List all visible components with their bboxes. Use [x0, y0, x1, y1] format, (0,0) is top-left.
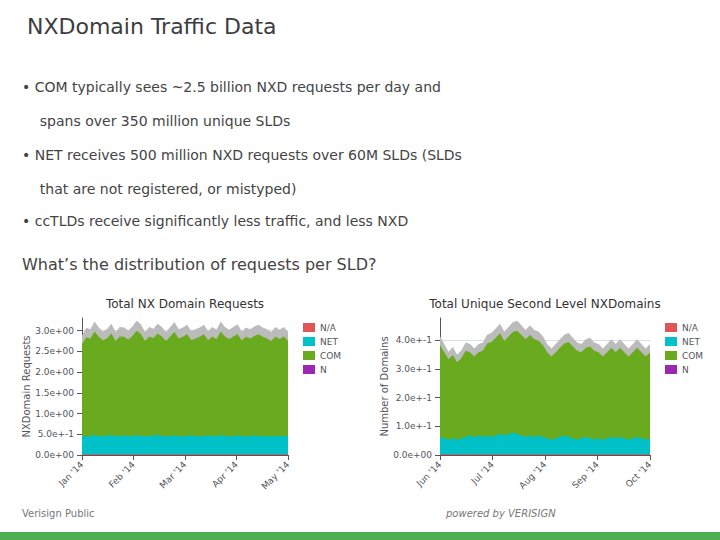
svg-text:0.0e+00: 0.0e+00 — [393, 450, 432, 460]
svg-text:that are not registered, or mi: that are not registered, or mistyped) — [22, 181, 296, 197]
svg-text:COM: COM — [682, 351, 703, 361]
svg-text:3.0e+00: 3.0e+00 — [35, 326, 74, 336]
svg-text:Mar '14: Mar '14 — [158, 459, 189, 490]
svg-text:NET: NET — [320, 337, 338, 347]
svg-text:powered by VERISIGN: powered by VERISIGN — [445, 508, 556, 519]
svg-text:N/A: N/A — [682, 323, 699, 333]
svg-text:N/A: N/A — [320, 323, 337, 333]
svg-text:2.0e+-1: 2.0e+-1 — [396, 393, 432, 403]
svg-text:3.0e+-1: 3.0e+-1 — [396, 364, 432, 374]
svg-text:0.0e+00: 0.0e+00 — [35, 450, 74, 460]
svg-text:4.0e+-1: 4.0e+-1 — [396, 335, 432, 345]
svg-text:1.0e+-1: 1.0e+-1 — [396, 421, 432, 431]
svg-text:spans over 350 million unique: spans over 350 million unique SLDs — [22, 113, 290, 129]
svg-text:2.5e+00: 2.5e+00 — [35, 346, 74, 356]
svg-text:Feb '14: Feb '14 — [107, 459, 137, 489]
svg-text:Oct '14: Oct '14 — [624, 459, 654, 489]
svg-text:• COM typically sees ~2.5 bill: • COM typically sees ~2.5 billion NXD re… — [22, 79, 441, 95]
svg-text:What’s the distribution of req: What’s the distribution of requests per … — [22, 255, 376, 274]
svg-text:Jul '14: Jul '14 — [469, 459, 496, 486]
svg-text:Apr '14: Apr '14 — [210, 459, 240, 489]
svg-text:Verisign Public: Verisign Public — [22, 508, 95, 519]
svg-text:Jun '14: Jun '14 — [414, 459, 444, 489]
svg-text:Sep '14: Sep '14 — [570, 459, 601, 490]
svg-text:NET: NET — [682, 337, 700, 347]
svg-text:COM: COM — [320, 351, 341, 361]
svg-text:Jan '14: Jan '14 — [56, 459, 86, 489]
svg-text:NXDomain Traffic Data: NXDomain Traffic Data — [27, 14, 277, 39]
svg-text:• NET receives 500 million NXD: • NET receives 500 million NXD requests … — [22, 147, 462, 163]
svg-text:N: N — [320, 365, 327, 375]
svg-text:5.0e+-1: 5.0e+-1 — [38, 429, 74, 439]
svg-text:Total Unique Second Level NXDo: Total Unique Second Level NXDomains — [428, 297, 660, 311]
svg-text:1.5e+00: 1.5e+00 — [35, 388, 74, 398]
svg-text:Number of Domains: Number of Domains — [379, 336, 390, 436]
svg-text:1.0e+00: 1.0e+00 — [35, 409, 74, 419]
svg-text:2.0e+00: 2.0e+00 — [35, 367, 74, 377]
svg-text:May '14: May '14 — [259, 459, 291, 491]
svg-text:• ccTLDs receive significantly: • ccTLDs receive significantly less traf… — [22, 213, 408, 229]
svg-text:Total NX Domain Requests: Total NX Domain Requests — [105, 297, 264, 311]
svg-text:N: N — [682, 365, 689, 375]
svg-text:Aug '14: Aug '14 — [517, 459, 549, 491]
svg-text:NXDomain Requests: NXDomain Requests — [21, 335, 32, 437]
